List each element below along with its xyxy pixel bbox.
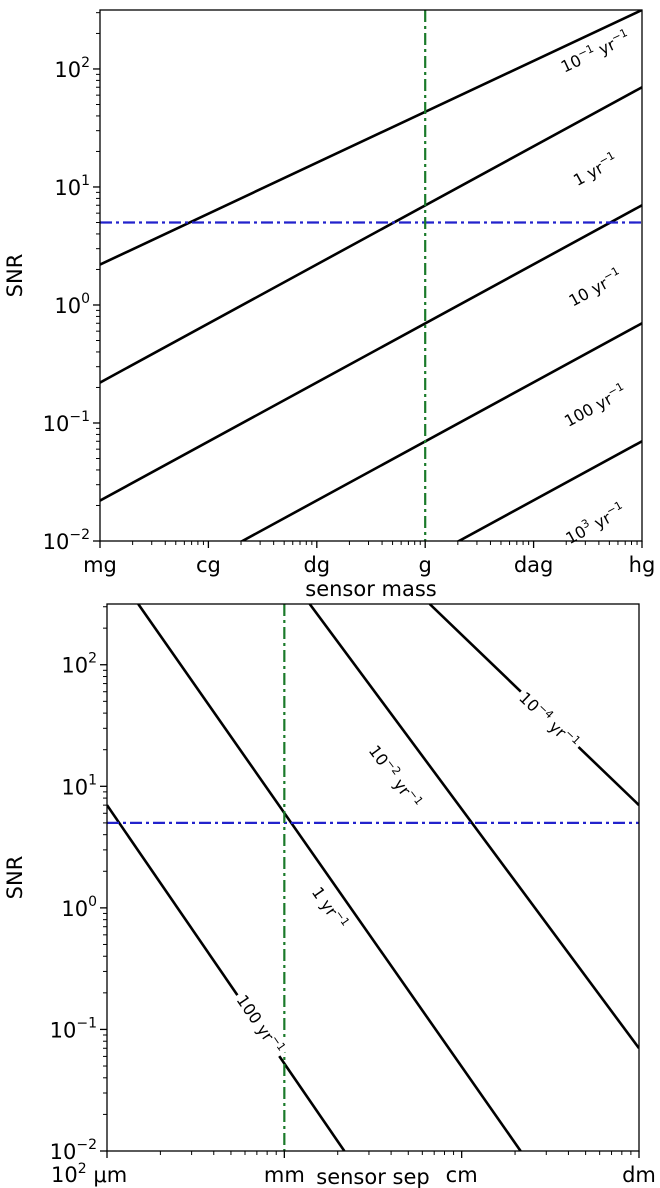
curve-label-4: 103 yr−1 bbox=[558, 496, 632, 551]
series-line-3 bbox=[239, 322, 642, 541]
curve-label-3: 100 yr−1 bbox=[557, 377, 633, 434]
plot-frame bbox=[99, 9, 643, 542]
minor-ticks bbox=[103, 606, 632, 1155]
y-axis-label: SNR bbox=[3, 856, 27, 900]
curve-label-0: 10−4 yr−1 bbox=[512, 683, 586, 756]
y-tick-label: 101 bbox=[61, 772, 97, 799]
curve-label-text: 10−2 yr−1 bbox=[365, 740, 426, 812]
y-axis-label: SNR bbox=[3, 254, 27, 298]
series-line-3 bbox=[107, 804, 346, 1151]
x-tick-label: g bbox=[419, 553, 432, 577]
x-tick-label: hg bbox=[629, 553, 656, 577]
curve-label-bg bbox=[561, 261, 629, 313]
x-tick-label: cm bbox=[446, 1163, 478, 1187]
series-line-1 bbox=[308, 604, 639, 1050]
curve-label-bg bbox=[362, 737, 429, 816]
curve-label-text: 100 yr−1 bbox=[560, 380, 630, 431]
x-axis-label: sensor sep bbox=[316, 1165, 429, 1188]
curve-label-1: 10−2 yr−1 bbox=[362, 737, 429, 816]
curve-label-0: 10−1 yr−1 bbox=[553, 23, 637, 79]
minor-ticks bbox=[96, 12, 638, 545]
plot-frame bbox=[106, 603, 640, 1152]
series-line-2 bbox=[137, 604, 522, 1151]
curve-label-exp: −1 bbox=[575, 42, 595, 61]
curve-label-bg bbox=[553, 23, 637, 79]
x-axis-label: sensor mass bbox=[305, 577, 436, 601]
curve-label-bg bbox=[557, 377, 633, 434]
y-tick-label: 102 bbox=[61, 651, 97, 678]
x-tick-label: 102 μm bbox=[51, 1161, 127, 1187]
curve-label-2: 1 yr−1 bbox=[305, 879, 355, 937]
curve-label-text: 100 yr−1 bbox=[233, 990, 289, 1058]
curve-label-bg bbox=[230, 987, 291, 1062]
x-tick-label: dg bbox=[303, 553, 330, 577]
series-line-2 bbox=[100, 204, 642, 502]
curve-label-text: 10−4 yr−1 bbox=[515, 687, 583, 753]
series-line-1 bbox=[100, 86, 642, 384]
panel-sensor-sep: 10−4 yr−1 10−2 yr−1 1 yr−1 100 yr−1 102 μm mm… bbox=[3, 603, 656, 1188]
curve-label-bg bbox=[565, 146, 624, 193]
x-tick-label: cg bbox=[196, 553, 221, 577]
y-tick-label: 101 bbox=[54, 173, 90, 200]
x-tick-label: mm bbox=[264, 1163, 305, 1187]
curve-label-bg bbox=[558, 496, 632, 551]
series-line-0 bbox=[100, 10, 642, 266]
y-tick-label: 10−1 bbox=[43, 409, 90, 436]
curve-label-bg bbox=[512, 683, 586, 756]
y-tick-label: 10−1 bbox=[50, 1015, 97, 1042]
curve-label-2: 10 yr−1 bbox=[561, 261, 629, 313]
panel-sensor-mass: 10−1 yr−1 1 yr−1 10 yr−1 100 yr−1 103 yr−1 mg… bbox=[3, 9, 656, 601]
series-line-4 bbox=[456, 440, 642, 541]
y-tick-label: 10−2 bbox=[50, 1137, 97, 1164]
series-group bbox=[100, 10, 642, 541]
series-group bbox=[107, 604, 639, 1151]
x-tick-label: dm bbox=[622, 1163, 656, 1187]
x-tick-label: dag bbox=[514, 553, 554, 577]
curve-label-3: 100 yr−1 bbox=[230, 987, 291, 1062]
curve-label-bg bbox=[305, 879, 355, 937]
curve-label-1: 1 yr−1 bbox=[565, 146, 624, 193]
y-tick-label: 100 bbox=[54, 291, 90, 318]
y-tick-label: 102 bbox=[54, 55, 90, 82]
y-tick-label: 100 bbox=[61, 894, 97, 921]
x-tick-label: mg bbox=[83, 553, 117, 577]
y-tick-label: 10−2 bbox=[43, 527, 90, 554]
curve-label-unit-exp: −1 bbox=[609, 26, 629, 45]
